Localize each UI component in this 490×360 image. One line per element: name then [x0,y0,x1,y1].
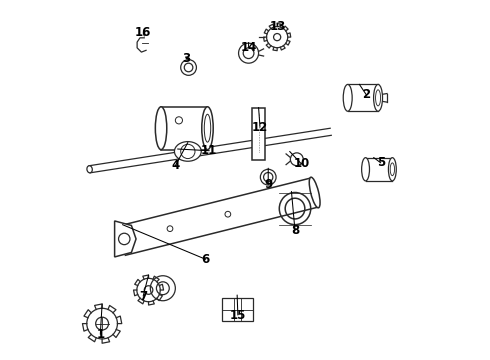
Polygon shape [348,85,378,111]
Ellipse shape [87,166,92,173]
Text: 15: 15 [230,309,246,321]
Ellipse shape [174,141,201,161]
Bar [252,108,265,160]
Text: 6: 6 [201,253,210,266]
Polygon shape [118,178,318,255]
Text: 1: 1 [96,328,104,341]
Ellipse shape [362,158,369,181]
Text: 3: 3 [182,52,190,65]
Text: 13: 13 [270,20,286,33]
Ellipse shape [343,85,352,111]
Ellipse shape [155,107,167,150]
Ellipse shape [373,85,383,111]
Text: 10: 10 [294,157,310,170]
Ellipse shape [309,177,320,208]
Text: 12: 12 [252,121,268,134]
Circle shape [150,276,175,301]
Polygon shape [115,221,136,257]
Text: 4: 4 [171,159,179,172]
Text: 8: 8 [291,224,299,237]
Polygon shape [161,107,207,150]
Text: 5: 5 [377,156,385,169]
Polygon shape [366,158,392,181]
Ellipse shape [389,158,396,181]
Text: 14: 14 [241,41,257,54]
Text: 2: 2 [363,89,370,102]
Text: 11: 11 [201,144,218,157]
Text: 9: 9 [264,178,272,191]
Polygon shape [89,128,331,173]
Bar [222,298,252,321]
Text: 7: 7 [139,289,147,303]
Ellipse shape [202,107,213,150]
Text: 16: 16 [135,26,151,39]
